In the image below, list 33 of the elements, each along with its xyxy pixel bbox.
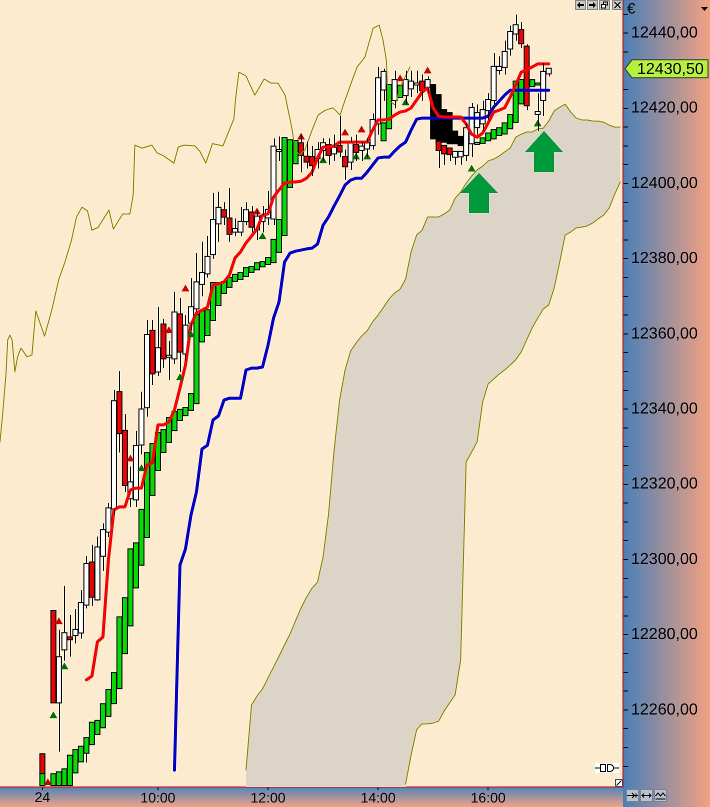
point — [55, 618, 62, 624]
text: 24 — [34, 788, 50, 805]
y-tick-label: 12380,00 — [631, 250, 698, 268]
point — [126, 455, 134, 462]
y-tick-label: 12400,00 — [631, 174, 698, 192]
y-tick-label: 12320,00 — [631, 476, 698, 493]
point — [176, 374, 184, 380]
point — [342, 129, 349, 136]
x-tick-label: 16:00 — [470, 789, 506, 806]
x-tick-label: 10:00 — [140, 789, 176, 806]
point — [50, 712, 57, 718]
point — [424, 67, 432, 74]
y-tick-label: 12360,00 — [631, 325, 698, 342]
x-tick-label: 12:00 — [250, 789, 286, 806]
point — [60, 663, 68, 670]
y-tick-label: 12260,00 — [631, 701, 698, 718]
point — [182, 285, 189, 292]
text: 12430,50 — [637, 61, 704, 78]
point — [44, 778, 52, 786]
y-tick-label: 12300,00 — [631, 550, 698, 568]
y-tick-label: 12280,00 — [631, 626, 698, 644]
y-tick-label: 12340,00 — [631, 400, 698, 418]
point — [396, 74, 404, 82]
x-tick-label: 14:00 — [360, 789, 396, 806]
point — [258, 232, 266, 240]
point — [358, 126, 366, 132]
point — [468, 165, 476, 172]
y-tick-label: 12420,00 — [631, 100, 698, 117]
y-tick-label: 12440,00 — [631, 24, 698, 42]
y-axis-title: € — [627, 0, 636, 18]
point — [165, 326, 172, 334]
point — [187, 331, 195, 338]
point — [138, 464, 145, 472]
